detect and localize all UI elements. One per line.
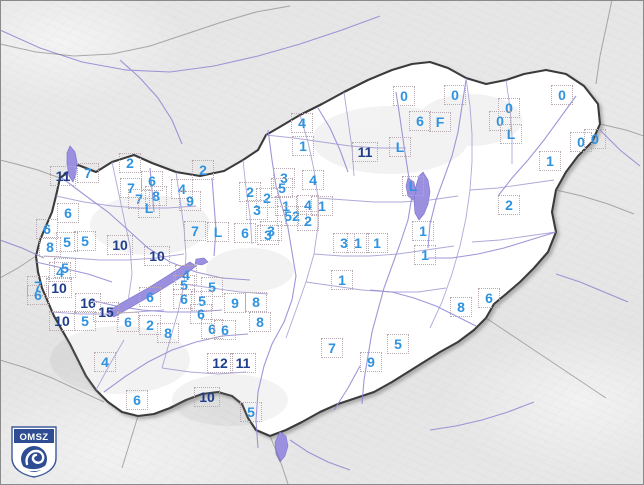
station-value-cell: L [402, 176, 424, 196]
station-value-cell: 12 [207, 353, 233, 373]
station-value-cell: L [207, 222, 229, 242]
station-value-cell: 3 [333, 233, 355, 253]
station-value-cell: 11 [50, 166, 76, 186]
station-value-cell: 6 [478, 288, 500, 308]
station-value-cell: 6 [36, 219, 58, 239]
station-value-cell: 5 [74, 311, 96, 331]
station-value-cell: 1 [539, 151, 561, 171]
station-value-cell: 6 [201, 319, 223, 339]
station-value-cell: 1 [331, 270, 353, 290]
station-value-cell: 4 [297, 195, 319, 215]
station-value-cell: 1 [366, 233, 388, 253]
station-value-cell: 0 [584, 129, 606, 149]
station-value-cell: 6 [141, 171, 163, 191]
station-value-cell: 7 [321, 338, 343, 358]
station-value-cell: 6 [27, 285, 49, 305]
station-value-cell: 2 [285, 206, 307, 226]
station-value-cell: 6 [234, 223, 256, 243]
station-value-cell: 5 [56, 232, 78, 252]
inner-relief-shading [50, 94, 522, 426]
station-value-cell: 8 [145, 186, 167, 206]
station-value-cell: 9 [360, 352, 382, 372]
station-value-cell: 1 [292, 136, 314, 156]
station-value-cell: 5 [191, 291, 213, 311]
station-value-cell: 2 [139, 315, 161, 335]
station-value-cell: 8 [450, 297, 472, 317]
station-value-cell: 2 [192, 160, 214, 180]
station-value-cell: 4 [49, 262, 71, 282]
station-value-cell: 5 [173, 275, 195, 295]
station-value-cell: 5 [387, 334, 409, 354]
station-value-cell: 2 [297, 211, 319, 231]
station-value-cell: 4 [94, 352, 116, 372]
station-value-cell: L [500, 124, 522, 144]
station-value-cell: 2 [239, 182, 261, 202]
station-value-cell: 7 [184, 221, 206, 241]
station-value-cell: 4 [291, 113, 313, 133]
lake-tisza-lower [405, 177, 417, 201]
station-value-cell: 3 [260, 221, 282, 241]
station-value-cell: 1 [311, 196, 333, 216]
station-value-cell: 7 [77, 163, 99, 183]
station-value-cell: 1 [347, 233, 369, 253]
station-value-cell: 6 [409, 111, 431, 131]
station-value-cell: 10 [46, 278, 72, 298]
station-value-cell: 2 [119, 153, 141, 173]
station-value-cell: 6 [117, 312, 139, 332]
station-value-cell: 4 [302, 170, 324, 190]
station-value-cell: 5 [54, 258, 76, 278]
station-value-cell: 0 [498, 98, 520, 118]
station-value-cell: 2 [498, 195, 520, 215]
lake-tisza [413, 171, 431, 221]
station-value-cell: 8 [39, 237, 61, 257]
lake-ferto [66, 145, 78, 183]
station-value-cell: 0 [551, 85, 573, 105]
station-value-cell: 4 [171, 179, 193, 199]
omsz-logo-text: OMSZ [19, 432, 48, 443]
station-value-cell: 8 [157, 323, 179, 343]
station-value-cell: 0 [570, 132, 592, 152]
station-value-cell: 6 [126, 390, 148, 410]
station-value-cell: 1 [414, 245, 436, 265]
station-value-cell: 10 [144, 246, 170, 266]
lake-velence [194, 257, 209, 266]
station-value-cell: 0 [393, 86, 415, 106]
station-value-cell: 8 [245, 292, 267, 312]
station-value-cell: 6 [57, 203, 79, 223]
omsz-logo: OMSZ [11, 426, 57, 478]
station-value-cell: 3 [246, 200, 268, 220]
station-value-cell: 11 [352, 142, 378, 162]
station-value-cell: 6 [214, 320, 236, 340]
station-value-cell: 6 [139, 287, 161, 307]
station-value-cell: L [138, 198, 160, 218]
station-value-cell: 6 [173, 289, 195, 309]
station-value-cell: 16 [75, 293, 101, 313]
station-value-cell: 11 [230, 353, 256, 373]
station-value-cell: 10 [194, 387, 220, 407]
station-value-cell: 10 [107, 235, 133, 255]
station-value-cell: F [429, 112, 451, 132]
station-value-cell: 9 [179, 191, 201, 211]
station-value-cell: 0 [444, 85, 466, 105]
station-value-cell: 5 [74, 231, 96, 251]
station-value-cell: 5 [240, 402, 262, 422]
station-value-cell: L [389, 137, 411, 157]
station-value-cell: 3 [257, 225, 279, 245]
station-value-cell: 8 [249, 312, 271, 332]
county-boundaries [43, 77, 557, 391]
station-value-cell: 1 [412, 221, 434, 241]
